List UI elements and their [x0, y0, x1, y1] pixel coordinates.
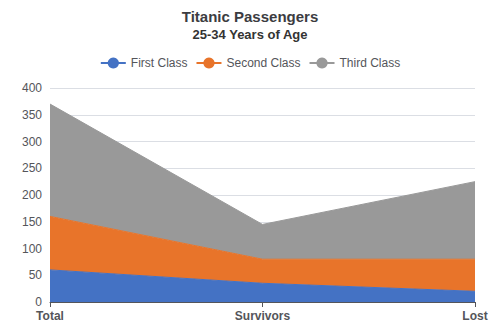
svg-text:400: 400 — [22, 81, 42, 95]
svg-text:0: 0 — [35, 295, 42, 309]
svg-text:Third Class: Third Class — [340, 56, 401, 70]
svg-text:First Class: First Class — [131, 56, 188, 70]
svg-text:100: 100 — [22, 242, 42, 256]
svg-text:50: 50 — [29, 268, 43, 282]
svg-text:150: 150 — [22, 215, 42, 229]
svg-text:200: 200 — [22, 188, 42, 202]
svg-text:Second Class: Second Class — [226, 56, 300, 70]
svg-text:Total: Total — [36, 309, 64, 323]
svg-text:Survivors: Survivors — [235, 309, 291, 323]
svg-text:250: 250 — [22, 161, 42, 175]
svg-text:Titanic Passengers: Titanic Passengers — [182, 8, 318, 25]
svg-text:300: 300 — [22, 135, 42, 149]
svg-text:25-34 Years of Age: 25-34 Years of Age — [193, 27, 308, 42]
svg-text:350: 350 — [22, 108, 42, 122]
svg-text:Lost: Lost — [462, 309, 487, 323]
